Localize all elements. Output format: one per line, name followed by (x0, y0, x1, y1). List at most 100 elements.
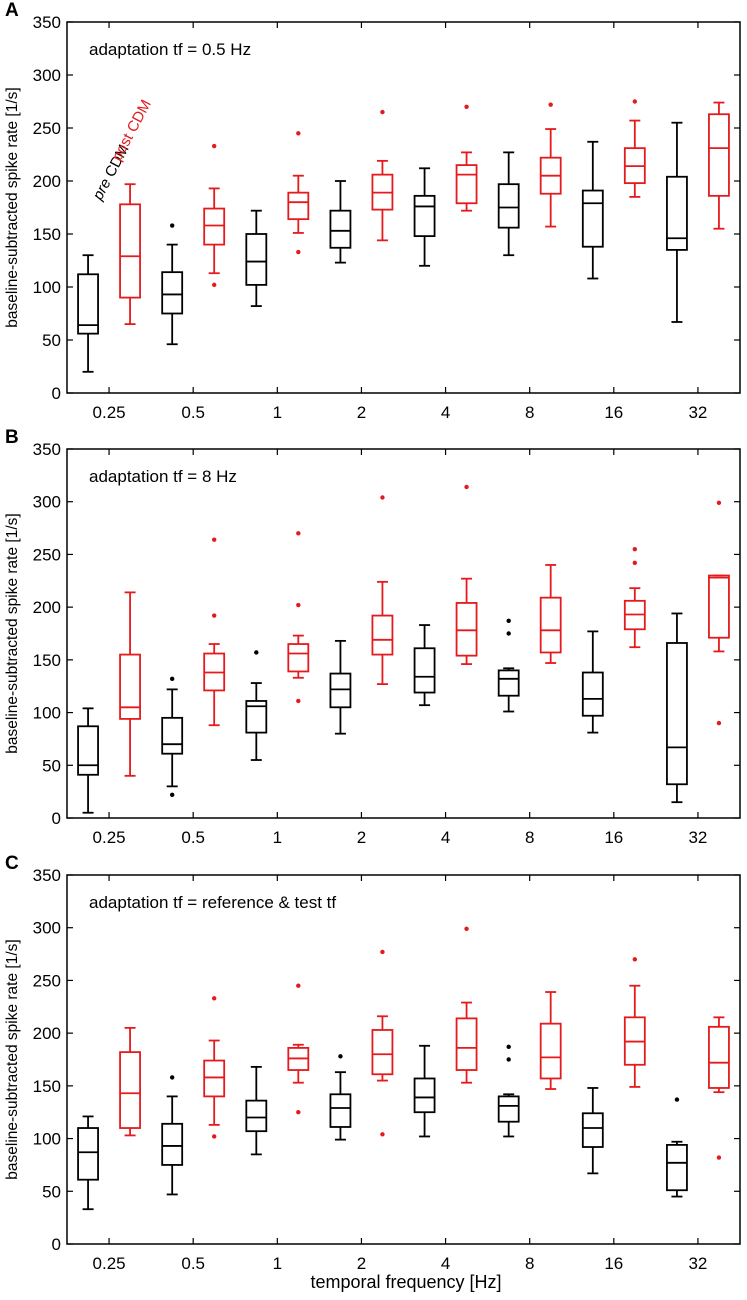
x-tick-label: 32 (688, 828, 707, 847)
box-0.5 (161, 676, 184, 798)
box-body (371, 1029, 394, 1076)
box-16 (623, 99, 646, 198)
box-body (77, 273, 99, 335)
outlier-point (211, 282, 217, 288)
y-tick-label: 150 (33, 1077, 61, 1096)
box-body (539, 596, 562, 654)
outlier-point (716, 500, 722, 505)
box-8 (497, 1044, 520, 1138)
box-body (413, 194, 436, 238)
box-8 (539, 564, 562, 664)
x-tick-label: 16 (604, 1254, 623, 1273)
y-tick-label: 250 (33, 119, 61, 138)
box-body (119, 653, 141, 720)
y-tick-label: 250 (33, 545, 61, 564)
y-tick-label: 300 (33, 493, 61, 512)
outlier-point (380, 1132, 385, 1137)
box-body (161, 271, 184, 315)
outlier-point (211, 143, 217, 149)
y-axis-label: baseline-subtracted spike rate [1/s] (4, 513, 21, 753)
panel-a: A 0 50 100 150 200 250 300 350 baseline-subtracte… (4, 0, 741, 422)
outlier-point (169, 676, 175, 682)
outlier-point (296, 983, 301, 988)
y-tick-label: 150 (33, 225, 61, 244)
box-body (666, 1143, 688, 1192)
box-body (666, 642, 688, 786)
box-body (245, 700, 268, 734)
x-tick-label: 0.25 (93, 828, 126, 847)
y-tick-label: 350 (33, 866, 61, 885)
panel-annotation: adaptation tf = 8 Hz (89, 467, 237, 486)
box-16 (581, 140, 604, 280)
box-0.25 (77, 1115, 99, 1211)
box-8 (497, 618, 520, 713)
box-32 (666, 121, 688, 323)
box-4 (455, 926, 478, 1084)
outlier-point (296, 249, 301, 255)
y-tick-label: 200 (33, 172, 61, 191)
outlier-point (506, 1044, 511, 1050)
box-0.5 (161, 223, 184, 346)
y-tick-label: 0 (52, 384, 61, 403)
box-body (77, 725, 99, 776)
box-1 (245, 209, 268, 307)
box-body (539, 1022, 562, 1080)
box-0.25 (119, 1026, 141, 1137)
box-1 (245, 650, 268, 761)
panel-label: C (5, 853, 19, 874)
outlier-point (464, 104, 469, 110)
panel-label: A (5, 0, 19, 21)
plot-frame (66, 448, 741, 819)
outlier-point (296, 531, 301, 536)
box-body (455, 602, 478, 657)
x-tick-label: 1 (273, 403, 282, 422)
x-tick-label: 2 (357, 1254, 366, 1273)
x-tick-label: 32 (688, 1254, 707, 1273)
y-tick-label: 350 (33, 440, 61, 459)
plot-frame (66, 21, 741, 394)
outlier-point (380, 949, 385, 955)
box-1 (287, 983, 310, 1115)
box-0.5 (203, 996, 226, 1139)
box-body (497, 669, 520, 697)
box-0.25 (77, 707, 99, 814)
y-tick-label: 100 (33, 704, 61, 723)
series-post-cdm (119, 99, 730, 326)
y-tick-label: 100 (33, 278, 61, 297)
series-post-cdm (119, 484, 730, 777)
box-16 (581, 630, 604, 734)
box-1 (245, 1065, 268, 1156)
x-tick-label: 2 (357, 403, 366, 422)
box-2 (329, 180, 352, 264)
outlier-point (254, 650, 259, 655)
box-8 (497, 151, 520, 257)
outlier-point (506, 1057, 511, 1062)
y-tick-label: 100 (33, 1130, 61, 1149)
box-body (413, 647, 436, 694)
box-body (119, 203, 141, 299)
outlier-point (464, 926, 469, 931)
box-1 (287, 531, 310, 704)
box-body (119, 1051, 141, 1129)
box-0.25 (119, 183, 141, 326)
y-tick-label: 300 (33, 66, 61, 85)
outlier-point (296, 602, 301, 608)
x-tick-label: 2 (357, 828, 366, 847)
series-pre-cdm (77, 612, 688, 814)
y-tick-label: 350 (33, 13, 61, 32)
box-4 (413, 167, 436, 267)
box-body (497, 1095, 520, 1123)
box-body (708, 574, 730, 639)
box-0.5 (161, 1075, 184, 1196)
y-tick-label: 150 (33, 651, 61, 670)
box-2 (371, 949, 394, 1137)
box-body (708, 113, 730, 197)
x-tick-label: 1 (273, 1254, 282, 1273)
x-tick-label: 8 (525, 1254, 534, 1273)
plot-frame (66, 874, 741, 1245)
box-16 (623, 546, 646, 649)
box-2 (329, 1054, 352, 1141)
outlier-point (338, 1054, 343, 1059)
box-32 (708, 1016, 730, 1160)
box-2 (371, 495, 394, 686)
